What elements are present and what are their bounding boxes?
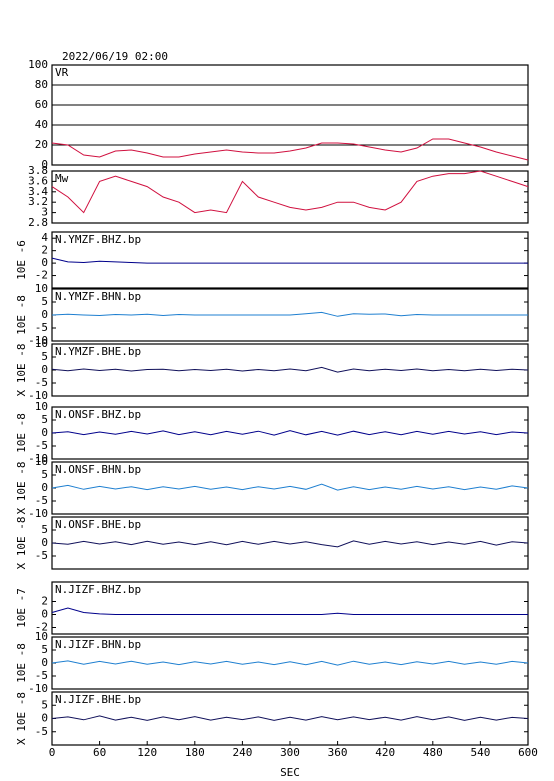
y-tick-label: 3.8 <box>28 164 48 177</box>
trace-name: N.ONSF.BHZ.bp <box>55 408 141 421</box>
y-tick-label: -5 <box>35 549 48 562</box>
trace <box>51 170 529 214</box>
y-tick-label: 5 <box>41 643 48 656</box>
panel-frame <box>51 581 529 635</box>
y-tick-label: 10 <box>35 400 48 413</box>
x-tick-label: 540 <box>470 746 490 759</box>
y-tick-label: -10 <box>28 389 48 402</box>
y-tick-label: 10 <box>35 337 48 350</box>
y-tick-label: -10 <box>28 452 48 465</box>
y-tick-label: 5 <box>41 698 48 711</box>
trace-name: N.YMZF.BHZ.bp <box>55 233 141 246</box>
trace-name: N.YMZF.BHE.bp <box>55 345 141 358</box>
y-axis-label: 10E -8 <box>15 643 28 683</box>
y-tick-label: 0 <box>41 158 48 171</box>
trace <box>51 483 529 491</box>
y-tick-label: 5 <box>41 295 48 308</box>
trace-name: N.JIZF.BHE.bp <box>55 693 141 706</box>
y-tick-label: -10 <box>28 507 48 520</box>
y-tick-label: 0 <box>41 536 48 549</box>
x-tick-label: 360 <box>328 746 348 759</box>
y-tick-label: 2.8 <box>28 216 48 229</box>
y-tick-label: 0 <box>41 712 48 725</box>
y-tick-label: 100 <box>28 58 48 71</box>
y-tick-label: -10 <box>28 682 48 695</box>
x-tick-label: 600 <box>518 746 538 759</box>
trace <box>51 138 529 161</box>
trace <box>51 660 529 666</box>
y-tick-label: -2 <box>35 269 48 282</box>
y-tick-label: 5 <box>41 413 48 426</box>
trace-name: VR <box>55 66 69 79</box>
y-tick-label: -5 <box>35 494 48 507</box>
y-tick-label: 5 <box>41 523 48 536</box>
panel-frame <box>51 231 529 289</box>
y-tick-label: 80 <box>35 78 48 91</box>
y-tick-label: 0 <box>41 256 48 269</box>
y-axis-label: 10E -6 <box>15 240 28 280</box>
y-tick-label: 0 <box>41 656 48 669</box>
trace-name: N.YMZF.BHN.bp <box>55 290 141 303</box>
y-tick-label: 60 <box>35 98 48 111</box>
x-axis-label: SEC <box>280 766 300 779</box>
y-tick-label: -2 <box>35 621 48 634</box>
trace-name: N.JIZF.BHN.bp <box>55 638 141 651</box>
trace-name: Mw <box>55 172 69 185</box>
y-tick-label: -5 <box>35 439 48 452</box>
trace <box>51 311 528 317</box>
y-tick-label: 0 <box>41 481 48 494</box>
x-tick-label: 120 <box>137 746 157 759</box>
y-tick-label: 3.6 <box>28 174 48 187</box>
x-tick-label: 420 <box>375 746 395 759</box>
trace <box>51 257 528 264</box>
trace-name: N.JIZF.BHZ.bp <box>55 583 141 596</box>
y-axis-label: X 10E -8 <box>15 517 28 570</box>
trace <box>51 366 529 373</box>
y-tick-label: 10 <box>35 455 48 468</box>
y-tick-label: 2 <box>41 595 48 608</box>
y-axis-label: 10E -7 <box>15 588 28 628</box>
y-axis-label: X 10E -8 <box>15 692 28 745</box>
y-tick-label: 0 <box>41 426 48 439</box>
y-axis-label: 10E -8 <box>15 413 28 453</box>
x-tick-label: 240 <box>232 746 252 759</box>
x-tick-label: 300 <box>280 746 300 759</box>
y-tick-label: 10 <box>35 282 48 295</box>
trace-name: N.ONSF.BHE.bp <box>55 518 141 531</box>
y-tick-label: 5 <box>41 350 48 363</box>
x-tick-label: 60 <box>93 746 106 759</box>
y-tick-label: 3.4 <box>28 185 48 198</box>
trace <box>51 715 529 721</box>
trace <box>51 430 529 436</box>
y-axis-label: X 10E -8 <box>15 344 28 397</box>
chart-title: 2022/06/19 02:00 <box>62 50 168 63</box>
y-tick-label: 3.2 <box>28 195 48 208</box>
y-tick-label: -5 <box>35 725 48 738</box>
y-tick-label: 4 <box>41 231 48 244</box>
y-tick-label: -10 <box>28 334 48 347</box>
y-tick-label: 3 <box>41 206 48 219</box>
y-tick-label: -5 <box>35 669 48 682</box>
y-tick-label: -5 <box>35 376 48 389</box>
y-tick-label: 5 <box>41 468 48 481</box>
y-tick-label: -5 <box>35 321 48 334</box>
x-tick-label: 480 <box>423 746 443 759</box>
trace <box>51 540 529 548</box>
trace <box>51 607 528 615</box>
y-tick-label: 40 <box>35 118 48 131</box>
y-tick-label: 0 <box>41 308 48 321</box>
y-tick-label: 0 <box>41 363 48 376</box>
y-tick-label: 2 <box>41 244 48 257</box>
y-tick-label: 0 <box>41 608 48 621</box>
trace-name: N.ONSF.BHN.bp <box>55 463 141 476</box>
y-axis-label: X 10E -8 <box>15 462 28 515</box>
y-tick-label: 20 <box>35 138 48 151</box>
y-tick-label: 10 <box>35 630 48 643</box>
panel-frame <box>51 170 529 224</box>
y-axis-label: 10E -8 <box>15 295 28 335</box>
x-tick-label: 0 <box>49 746 56 759</box>
x-tick-label: 180 <box>185 746 205 759</box>
